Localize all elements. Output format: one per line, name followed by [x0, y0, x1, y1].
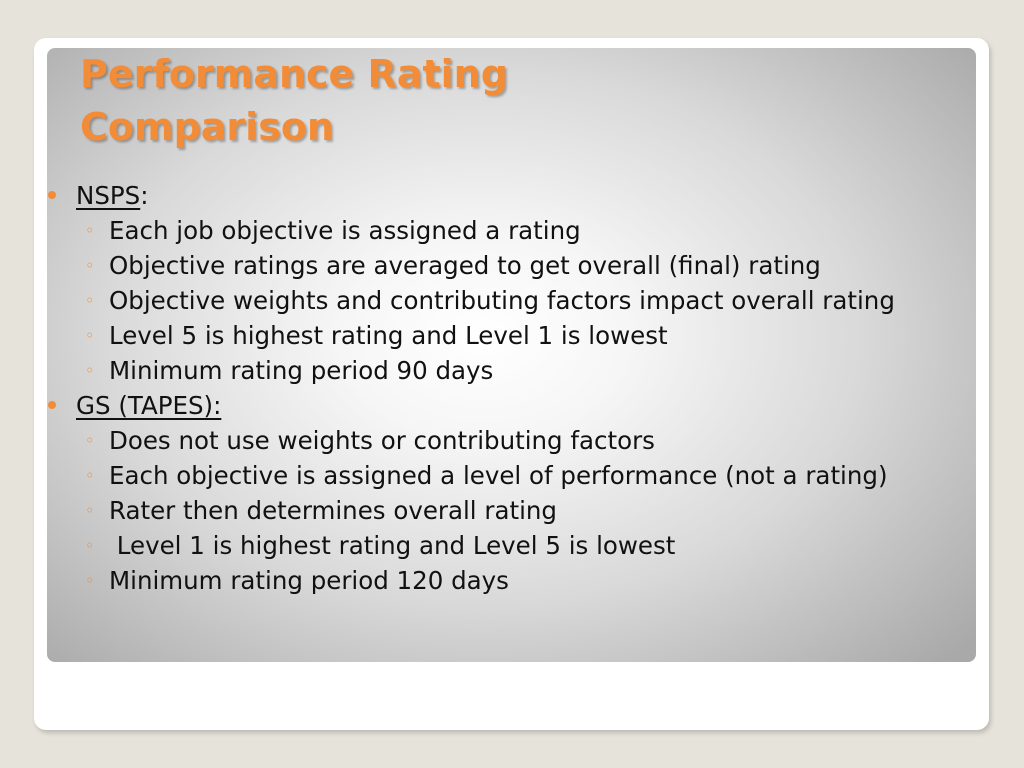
list-item: ◦ Does not use weights or contributing f… — [48, 423, 958, 458]
slide-title-line-2: Comparison — [80, 105, 334, 149]
list-item-text: Each job objective is assigned a rating — [109, 216, 581, 245]
section-heading: NSPS — [76, 181, 141, 210]
section-bullet-icon — [48, 401, 56, 409]
list-item-text: Rater then determines overall rating — [109, 496, 557, 525]
list-item-text: Does not use weights or contributing fac… — [109, 426, 655, 455]
slide-title: Performance Rating Comparison — [80, 48, 508, 154]
slide-content: NSPS: ◦ Each job objective is assigned a… — [48, 178, 958, 598]
section-nsps: NSPS: — [48, 178, 958, 213]
ring-bullet-icon: ◦ — [85, 571, 95, 590]
list-item: ◦ Minimum rating period 90 days — [48, 353, 958, 388]
section-bullet-icon — [48, 191, 56, 199]
list-item: ◦ Objective weights and contributing fac… — [48, 283, 958, 318]
ring-bullet-icon: ◦ — [85, 256, 95, 275]
list-item: ◦ Level 1 is highest rating and Level 5 … — [48, 528, 958, 563]
ring-bullet-icon: ◦ — [85, 536, 95, 555]
ring-bullet-icon: ◦ — [85, 326, 95, 345]
ring-bullet-icon: ◦ — [85, 501, 95, 520]
slide-panel — [47, 48, 976, 662]
ring-bullet-icon: ◦ — [85, 221, 95, 240]
section-heading: GS (TAPES): — [76, 391, 222, 420]
list-item-text: Objective ratings are averaged to get ov… — [109, 251, 821, 280]
list-item: ◦ Rater then determines overall rating — [48, 493, 958, 528]
list-item-text: Level 5 is highest rating and Level 1 is… — [109, 321, 668, 350]
ring-bullet-icon: ◦ — [85, 431, 95, 450]
list-item-text: Minimum rating period 120 days — [109, 566, 509, 595]
ring-bullet-icon: ◦ — [85, 466, 95, 485]
slide-title-line-1: Performance Rating — [80, 52, 508, 96]
list-item-text: Objective weights and contributing facto… — [109, 286, 895, 315]
list-item: ◦ Minimum rating period 120 days — [48, 563, 958, 598]
ring-bullet-icon: ◦ — [85, 291, 95, 310]
list-item-text: Minimum rating period 90 days — [109, 356, 494, 385]
list-item: ◦ Level 5 is highest rating and Level 1 … — [48, 318, 958, 353]
list-item: ◦ Each objective is assigned a level of … — [48, 458, 958, 493]
list-item-text: Each objective is assigned a level of pe… — [109, 461, 888, 490]
section-gs-tapes: GS (TAPES): — [48, 388, 958, 423]
list-item: ◦ Each job objective is assigned a ratin… — [48, 213, 958, 248]
list-item: ◦ Objective ratings are averaged to get … — [48, 248, 958, 283]
ring-bullet-icon: ◦ — [85, 361, 95, 380]
section-heading-suffix: : — [140, 181, 149, 210]
list-item-text: Level 1 is highest rating and Level 5 is… — [109, 531, 676, 560]
